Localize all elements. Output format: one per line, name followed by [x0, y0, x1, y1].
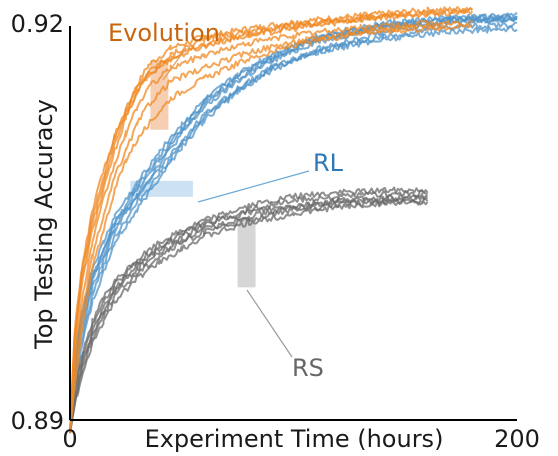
annotation-leader-rl: [197, 170, 310, 203]
series-line-rs: [69, 195, 428, 434]
annotation-rs: RS: [292, 354, 324, 382]
series-line-evolution: [69, 20, 451, 434]
series-line-rl: [69, 25, 518, 434]
annotation-rl: RL: [313, 149, 344, 177]
error-band-rs: [237, 217, 256, 288]
y-axis-label: Top Testing Accuracy: [30, 99, 58, 350]
x-tick-label-min: 0: [62, 425, 77, 453]
x-axis-label: Experiment Time (hours): [145, 425, 444, 453]
annotation-leaders: [162, 47, 310, 358]
y-tick-label-max: 0.92: [11, 10, 64, 38]
x-tick-label-max: 200: [494, 425, 540, 453]
series-line-rl: [69, 14, 518, 434]
annotation-leader-rs: [246, 289, 293, 358]
series-line-evolution: [69, 19, 473, 434]
error-band-evolution: [150, 60, 169, 130]
series-line-rs: [69, 198, 429, 434]
series-line-evolution: [69, 23, 473, 434]
y-tick-label-min: 0.89: [11, 407, 64, 435]
annotation-leader-evolution: [162, 47, 187, 81]
series-lines: [69, 6, 518, 434]
series-line-evolution: [69, 12, 406, 434]
annotation-evolution: Evolution: [108, 19, 220, 47]
